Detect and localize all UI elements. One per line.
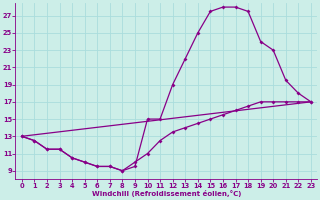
X-axis label: Windchill (Refroidissement éolien,°C): Windchill (Refroidissement éolien,°C) <box>92 190 241 197</box>
